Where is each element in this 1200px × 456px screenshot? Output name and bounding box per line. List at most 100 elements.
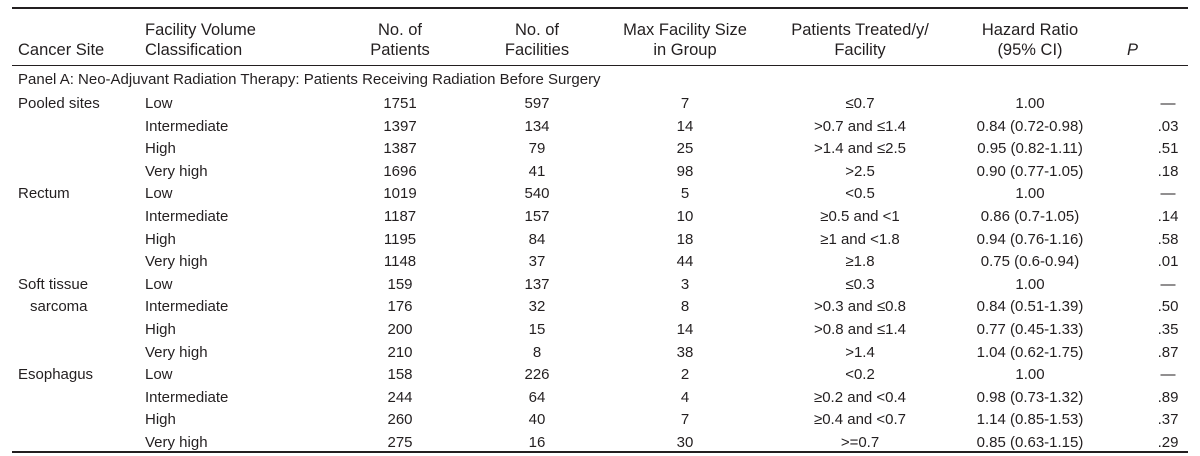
header-rule <box>12 65 1188 66</box>
patients-treated-cell: <0.2 <box>845 366 875 384</box>
table-row: High 260 40 7 ≥0.4 and <0.7 1.14 (0.85-1.53).… <box>0 409 1200 431</box>
volume-classification-cell: Intermediate <box>145 117 229 135</box>
volume-classification-cell: Very high <box>145 434 208 451</box>
header-hazard-ratio: Hazard Ratio (95% CI) <box>981 21 1079 59</box>
hazard-ratio-cell: 0.90 (0.77-1.05) <box>976 162 1084 180</box>
header-volume-classification: Facility Volume Classification <box>145 21 256 59</box>
max-size-cell: 14 <box>676 321 694 338</box>
facilities-cell: 157 <box>524 208 550 225</box>
patients-cell: 1387 <box>383 140 417 158</box>
p-value-cell: — <box>1160 275 1176 293</box>
hazard-ratio-cell: 1.14 (0.85-1.53) <box>976 411 1084 429</box>
patients-cell: 1019 <box>383 185 417 203</box>
p-value-cell: .01 <box>1157 253 1179 271</box>
facilities-cell: 84 <box>528 230 546 248</box>
max-size-cell: 98 <box>676 162 694 180</box>
p-value-cell: .14 <box>1157 208 1179 225</box>
volume-classification-cell: High <box>145 230 176 248</box>
header-max-facility-size: Max Facility Size in Group <box>623 21 747 59</box>
p-value-cell: — <box>1160 95 1176 112</box>
facilities-cell: 79 <box>528 140 546 158</box>
patients-cell: 200 <box>387 321 413 338</box>
table-row: sarcoma Intermediate 176 32 8 >0.3 and ≤0.8 0.… <box>0 296 1200 318</box>
cancer-site-cell: Soft tissue <box>18 275 89 293</box>
table-row: Intermediate 1397 134 14 >0.7 and ≤1.4 0.84 (… <box>0 116 1200 138</box>
p-value-cell: .50 <box>1157 298 1179 316</box>
patients-cell: 159 <box>387 275 413 293</box>
max-size-cell: 38 <box>676 343 694 361</box>
header-cancer-site: Cancer Site <box>18 41 105 59</box>
facilities-cell: 41 <box>528 162 546 180</box>
table-row: High 1195 84 18 ≥1 and <1.8 0.94 (0.76-1.16).… <box>0 229 1200 251</box>
max-size-cell: 30 <box>676 434 694 451</box>
hazard-ratio-cell: 0.98 (0.73-1.32) <box>976 388 1084 406</box>
hazard-ratio-cell: 1.00 <box>1015 275 1045 293</box>
p-value-cell: .35 <box>1157 321 1179 338</box>
patients-treated-cell: ≥0.4 and <0.7 <box>813 411 907 429</box>
table-row: Soft tissue Low 159 137 3 ≤0.3 1.00 — <box>0 274 1200 296</box>
volume-classification-cell: Low <box>145 185 173 203</box>
patients-cell: 1187 <box>383 208 417 225</box>
volume-classification-cell: Low <box>145 366 173 384</box>
p-value-cell: — <box>1160 185 1176 203</box>
table-row: Intermediate 244 64 4 ≥0.2 and <0.4 0.98 (0.7… <box>0 387 1200 409</box>
facilities-cell: 32 <box>528 298 546 316</box>
header-patients: No. of Patients <box>370 21 430 59</box>
facilities-cell: 597 <box>524 95 550 112</box>
hazard-ratio-cell: 0.86 (0.7-1.05) <box>980 208 1080 225</box>
patients-treated-cell: >0.8 and ≤1.4 <box>813 321 907 338</box>
max-size-cell: 10 <box>676 208 694 225</box>
patients-treated-cell: >2.5 <box>845 162 875 180</box>
facilities-cell: 37 <box>528 253 546 271</box>
cancer-site-cell: Esophagus <box>18 366 94 384</box>
volume-classification-cell: High <box>145 411 176 429</box>
table-bottom-rule <box>12 451 1188 453</box>
table-row: Very high 210 8 38 >1.4 1.04 (0.62-1.75) .87 <box>0 342 1200 364</box>
table-row: High 1387 79 25 >1.4 and ≤2.5 0.95 (0.82-1.11… <box>0 138 1200 160</box>
facilities-cell: 64 <box>528 388 546 406</box>
volume-classification-cell: Intermediate <box>145 388 229 406</box>
patients-treated-cell: ≥1 and <1.8 <box>820 230 900 248</box>
table-row: Pooled sites Low 1751 597 7 ≤0.7 1.00 — <box>0 93 1200 115</box>
cancer-site-cell: sarcoma <box>30 298 88 316</box>
cancer-site-cell: Pooled sites <box>18 95 100 112</box>
facilities-cell: 8 <box>532 343 542 361</box>
patients-treated-cell: ≥1.8 <box>845 253 875 271</box>
p-value-cell: — <box>1160 366 1176 384</box>
hazard-ratio-cell: 1.00 <box>1015 366 1045 384</box>
table-row: Esophagus Low 158 226 2 <0.2 1.00 — <box>0 364 1200 386</box>
patients-cell: 244 <box>387 388 413 406</box>
facilities-cell: 540 <box>524 185 550 203</box>
p-value-cell: .58 <box>1157 230 1179 248</box>
patients-treated-cell: >=0.7 <box>840 434 880 451</box>
facilities-cell: 40 <box>528 411 546 429</box>
patients-treated-cell: >0.7 and ≤1.4 <box>813 117 907 135</box>
table-row: Very high 1696 41 98 >2.5 0.90 (0.77-1.05) .18 <box>0 161 1200 183</box>
hazard-ratio-cell: 1.00 <box>1015 185 1045 203</box>
p-value-cell: .29 <box>1157 434 1179 451</box>
facilities-cell: 137 <box>524 275 550 293</box>
patients-treated-cell: <0.5 <box>845 185 875 203</box>
cancer-site-cell: Rectum <box>18 185 70 203</box>
patients-cell: 1751 <box>383 95 417 112</box>
table-row: Very high 275 16 30 >=0.7 0.85 (0.63-1.15) .29 <box>0 432 1200 454</box>
patients-treated-cell: >0.3 and ≤0.8 <box>813 298 907 316</box>
table-row: Very high 1148 37 44 ≥1.8 0.75 (0.6-0.94) .01 <box>0 251 1200 273</box>
hazard-ratio-cell: 1.04 (0.62-1.75) <box>976 343 1084 361</box>
table-row: Intermediate 1187 157 10 ≥0.5 and <1 0.86 (0.… <box>0 206 1200 228</box>
hazard-ratio-cell: 0.85 (0.63-1.15) <box>976 434 1084 451</box>
max-size-cell: 44 <box>676 253 694 271</box>
p-value-cell: .89 <box>1157 388 1179 406</box>
max-size-cell: 7 <box>680 411 690 429</box>
volume-classification-cell: Intermediate <box>145 298 229 316</box>
facilities-cell: 134 <box>524 117 550 135</box>
header-patients-treated: Patients Treated/y/ Facility <box>791 21 929 59</box>
p-value-cell: .18 <box>1157 162 1179 180</box>
hazard-ratio-cell: 0.77 (0.45-1.33) <box>976 321 1084 338</box>
max-size-cell: 3 <box>680 275 690 293</box>
volume-classification-cell: Very high <box>145 343 208 361</box>
max-size-cell: 8 <box>680 298 690 316</box>
facilities-cell: 15 <box>528 321 546 338</box>
panel-title: Panel A: Neo-Adjuvant Radiation Therapy:… <box>18 71 601 88</box>
patients-cell: 176 <box>387 298 413 316</box>
